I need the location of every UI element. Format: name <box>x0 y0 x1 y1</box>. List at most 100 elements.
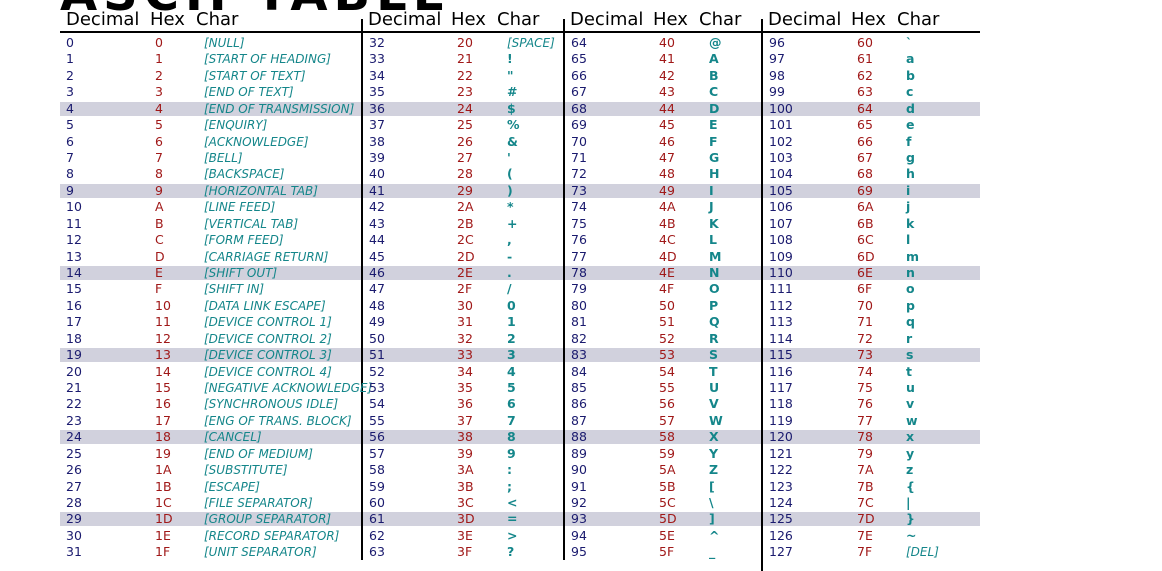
decimal-cell: 46 <box>369 265 385 281</box>
hex-cell: 6E <box>857 265 873 281</box>
decimal-cell: 96 <box>769 35 785 50</box>
decimal-cell: 25 <box>66 445 82 461</box>
column-divider <box>563 19 565 560</box>
control-name-cell: [END OF MEDIUM] <box>204 446 313 461</box>
decimal-cell: 48 <box>369 297 385 313</box>
char-cell: q <box>906 314 915 330</box>
char-cell: F <box>709 133 718 149</box>
decimal-cell: 22 <box>66 396 82 412</box>
decimal-cell: 78 <box>571 265 587 281</box>
hex-cell: F <box>155 281 163 297</box>
control-name-cell: [DEL] <box>906 545 939 560</box>
hex-cell: 5A <box>659 462 676 478</box>
row-stripe <box>60 512 980 527</box>
decimal-cell: 68 <box>571 100 587 116</box>
char-cell: c <box>906 84 914 100</box>
hex-cell: 47 <box>659 150 675 165</box>
hex-cell: 35 <box>457 380 473 396</box>
decimal-cell: 45 <box>369 248 385 264</box>
hex-cell: 41 <box>659 51 675 67</box>
char-cell: \ <box>709 495 714 511</box>
hex-cell: 18 <box>155 429 171 445</box>
hex-cell: 1A <box>155 462 172 478</box>
char-cell: I <box>709 182 714 198</box>
char-cell: v <box>906 396 915 412</box>
hex-cell: 66 <box>857 133 873 149</box>
control-name-cell: [RECORD SEPARATOR] <box>204 528 340 543</box>
char-cell: f <box>906 133 912 149</box>
decimal-cell: 31 <box>66 544 82 560</box>
decimal-cell: 39 <box>369 150 385 165</box>
char-cell: 7 <box>507 412 516 428</box>
decimal-cell: 88 <box>571 429 587 445</box>
char-cell: < <box>507 495 518 511</box>
char-cell: k <box>906 215 915 231</box>
decimal-cell: 62 <box>369 527 385 543</box>
hex-cell: 2F <box>457 281 473 297</box>
hex-cell: 7A <box>857 462 874 478</box>
char-cell: ) <box>507 182 513 198</box>
decimal-cell: 93 <box>571 511 587 527</box>
header-decimal: Decimal <box>768 9 842 30</box>
control-name-cell: [FORM FEED] <box>204 233 284 248</box>
hex-cell: 3F <box>457 544 473 560</box>
column-divider <box>761 19 763 571</box>
decimal-cell: 79 <box>571 281 587 297</box>
decimal-cell: 106 <box>769 199 793 215</box>
char-cell: ? <box>507 544 515 560</box>
hex-cell: 5B <box>659 478 676 494</box>
hex-cell: 3E <box>457 527 473 543</box>
decimal-cell: 99 <box>769 84 785 100</box>
hex-cell: 24 <box>457 100 473 116</box>
hex-cell: 3C <box>457 495 474 511</box>
control-name-cell: [START OF TEXT] <box>204 68 306 83</box>
decimal-cell: 44 <box>369 232 385 248</box>
char-cell: [ <box>709 478 715 494</box>
hex-cell: 10 <box>155 297 171 313</box>
decimal-cell: 118 <box>769 396 793 412</box>
hex-cell: 5E <box>659 527 675 543</box>
hex-cell: 65 <box>857 117 873 133</box>
control-name-cell: [SYNCHRONOUS IDLE] <box>204 397 339 412</box>
control-name-cell: [DEVICE CONTROL 3] <box>204 348 332 363</box>
char-cell: 8 <box>507 429 516 445</box>
hex-cell: 52 <box>659 330 675 346</box>
hex-cell: 56 <box>659 396 675 412</box>
decimal-cell: 111 <box>769 281 793 297</box>
control-name-cell: [SUBSTITUTE] <box>204 463 288 478</box>
decimal-cell: 17 <box>66 314 82 330</box>
decimal-cell: 124 <box>769 495 793 511</box>
decimal-cell: 90 <box>571 462 587 478</box>
decimal-cell: 100 <box>769 100 793 116</box>
char-cell: _ <box>709 544 716 560</box>
char-cell: r <box>906 330 913 346</box>
decimal-cell: 125 <box>769 511 793 527</box>
hex-cell: 1F <box>155 544 171 560</box>
hex-cell: 69 <box>857 182 873 198</box>
hex-cell: 6 <box>155 133 163 149</box>
decimal-cell: 51 <box>369 347 385 363</box>
char-cell: D <box>709 100 720 116</box>
hex-cell: 2B <box>457 215 474 231</box>
hex-cell: 72 <box>857 330 873 346</box>
decimal-cell: 127 <box>769 544 793 560</box>
char-cell: s <box>906 347 914 363</box>
decimal-cell: 104 <box>769 166 793 182</box>
char-cell: ' <box>507 150 511 165</box>
decimal-cell: 69 <box>571 117 587 133</box>
char-cell: K <box>709 215 719 231</box>
decimal-cell: 21 <box>66 380 82 396</box>
char-cell: u <box>906 380 915 396</box>
decimal-cell: 41 <box>369 182 385 198</box>
decimal-cell: 71 <box>571 150 587 165</box>
hex-cell: 4A <box>659 199 676 215</box>
hex-cell: 30 <box>457 297 473 313</box>
decimal-cell: 75 <box>571 215 587 231</box>
char-cell: l <box>906 232 911 248</box>
decimal-cell: 19 <box>66 347 82 363</box>
decimal-cell: 120 <box>769 429 793 445</box>
hex-cell: 6A <box>857 199 874 215</box>
hex-cell: 3A <box>457 462 474 478</box>
hex-cell: 19 <box>155 445 171 461</box>
hex-cell: 2 <box>155 67 163 83</box>
